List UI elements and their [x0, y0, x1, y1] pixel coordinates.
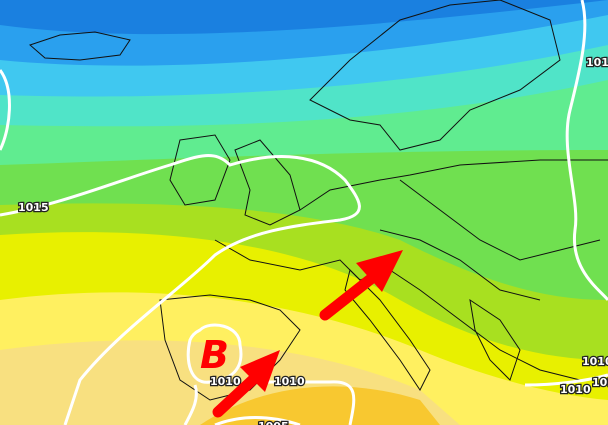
isobar-label-1010-med: 1010 — [274, 375, 305, 388]
wind-arrow-italy — [319, 250, 403, 321]
isobar-label-1005: 1005 — [258, 420, 289, 425]
isobar-1015-east — [565, 0, 608, 301]
low-pressure-marker: B — [200, 333, 229, 377]
isobar-label-1015-west: 1015 — [18, 201, 49, 214]
band-11 — [200, 386, 440, 425]
isobar-1010-med — [245, 380, 356, 425]
isobar-label-1015-northeast: 101 — [586, 56, 608, 69]
isobar-1005 — [214, 416, 301, 425]
isobar-label-1010-spain: 1010 — [210, 375, 241, 388]
isobar-label-1010-east: 1010 — [582, 355, 608, 368]
coastlines — [29, 0, 608, 401]
isobar-1015 — [0, 154, 361, 425]
wind-arrow-spain — [212, 350, 280, 418]
isobar-label-1010-greece: 1010 — [560, 383, 591, 396]
isobar-1020-west — [0, 69, 11, 151]
isobar-label-1010-aegean: 101 — [592, 376, 608, 389]
isobar-1010-greece — [524, 373, 608, 387]
isobar-low-center — [186, 323, 243, 384]
isobar-1010-spain — [183, 384, 198, 425]
